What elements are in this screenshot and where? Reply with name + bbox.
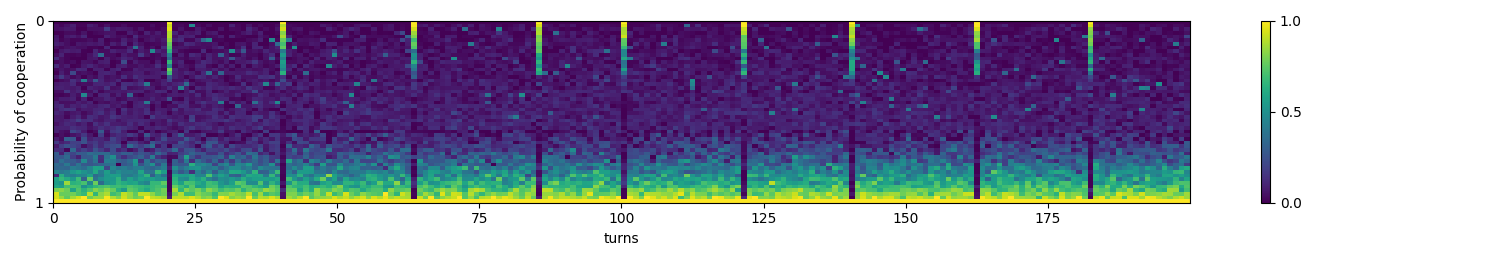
- X-axis label: turns: turns: [603, 232, 639, 246]
- Y-axis label: Probability of cooperation: Probability of cooperation: [15, 22, 28, 201]
